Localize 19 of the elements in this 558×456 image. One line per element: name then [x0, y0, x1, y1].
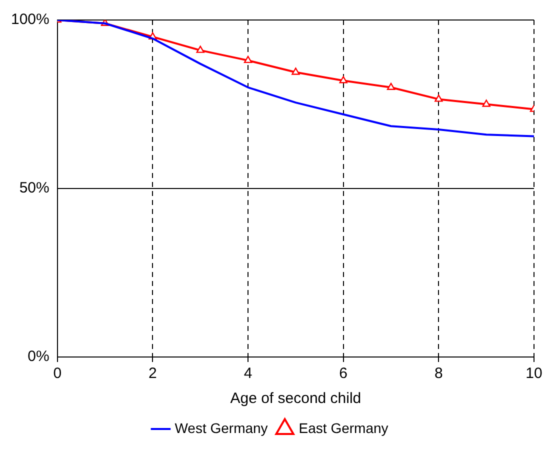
point [196, 46, 204, 53]
legend-label: West Germany [174, 420, 268, 436]
y-tick-label: 50% [19, 180, 50, 197]
x-tick-label: 0 [53, 365, 62, 382]
x-axis-title: Age of second child [230, 390, 362, 408]
point [244, 56, 252, 64]
y-tick-label: 0% [28, 348, 50, 366]
x-tick-label: 4 [244, 365, 252, 382]
point [339, 76, 348, 84]
point [434, 94, 443, 102]
point [292, 68, 300, 75]
x-tick-label: 10 [526, 365, 542, 382]
x-tick-label: 6 [339, 365, 348, 382]
point [386, 82, 396, 90]
x-tick-label: 2 [148, 365, 157, 382]
x-tick-label: 8 [434, 365, 443, 382]
point [482, 100, 490, 107]
legend-label: East Germany [298, 420, 388, 436]
y-tick-label: 100% [10, 11, 50, 28]
